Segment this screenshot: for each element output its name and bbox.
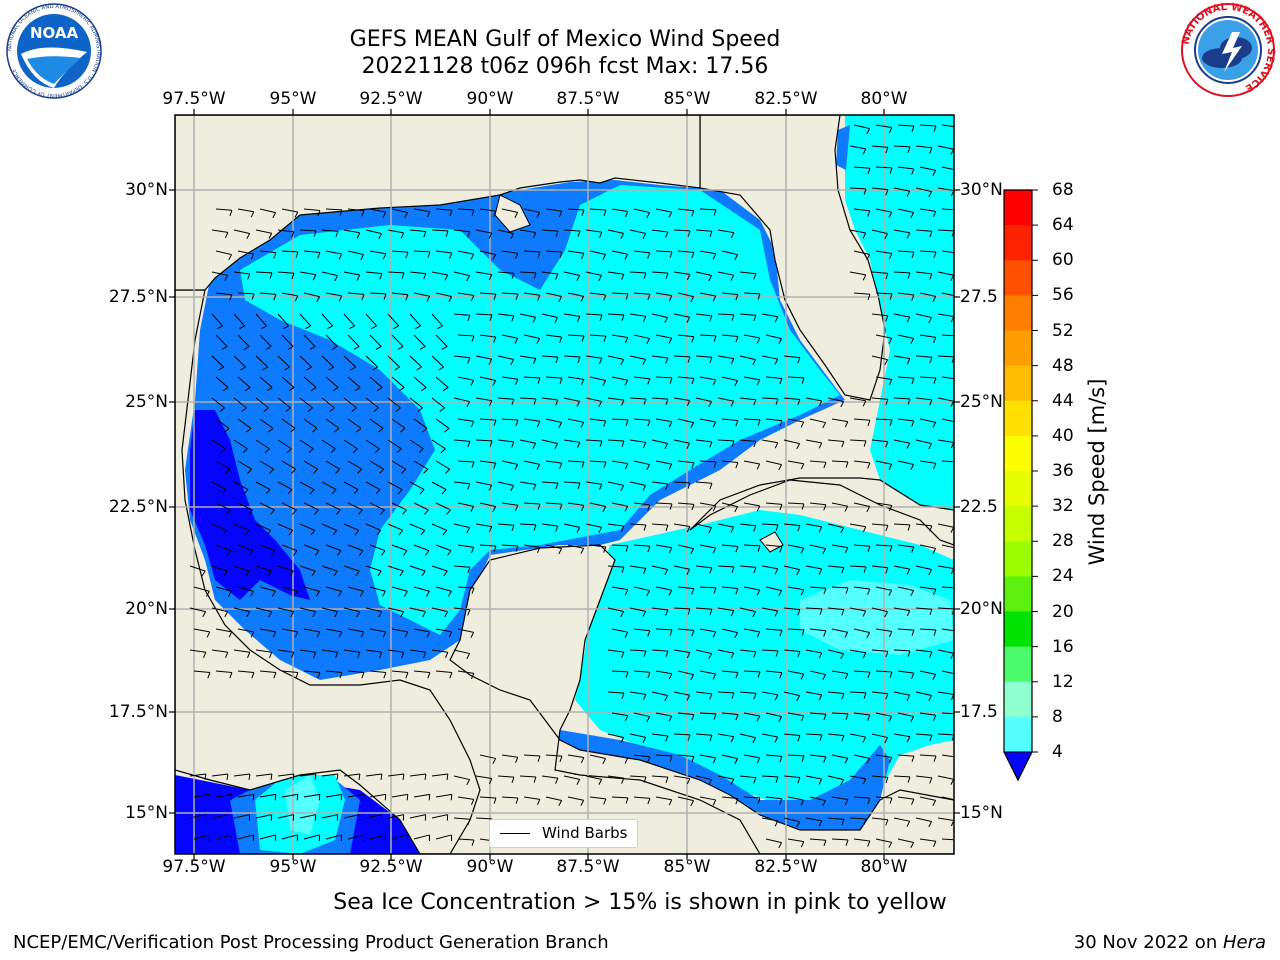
isle-of-youth (759, 531, 784, 553)
footer-date-text: 30 Nov 2022 on (1073, 932, 1223, 953)
us-gulf-land (175, 115, 701, 291)
lon-label-top: 95°W (269, 89, 317, 109)
colorbar-segment (1004, 260, 1032, 296)
colorbar-tick-label: 8 (1052, 706, 1063, 727)
lon-label-top: 82.5°W (754, 89, 818, 109)
lat-label-left: 25°N (125, 392, 168, 412)
lon-label-bottom: 85°W (663, 857, 711, 877)
footer-host: Hera (1222, 932, 1266, 953)
colorbar-segment (1004, 190, 1032, 226)
tick-marks (169, 109, 960, 860)
colorbar-segment (1004, 400, 1032, 437)
yucatan-land (449, 544, 954, 854)
colorbar-tick-label: 12 (1052, 671, 1074, 692)
footer-date: 30 Nov 2022 on Hera (1074, 932, 1266, 953)
colorbar-segment (1004, 365, 1032, 402)
lat-label-right: 15°N (960, 803, 1003, 823)
colorbar-segment (1004, 541, 1032, 577)
colorbar-tick-label: 52 (1052, 320, 1074, 341)
atlantic-edge-4-8 (836, 125, 850, 170)
colorbar-tick-label: 40 (1052, 425, 1074, 446)
colorbar-segment (1004, 435, 1032, 472)
noaa-logo: NOAA NATIONAL OCEANIC AND ATMOSPHERIC AD… (6, 3, 102, 99)
lat-label-right: 22.5 (960, 497, 998, 517)
map-frame (174, 114, 955, 855)
colorbar-tick-label: 48 (1052, 355, 1074, 376)
atlantic-contour-8-12 (845, 115, 954, 510)
lat-label-left: 20°N (125, 599, 168, 619)
lon-label-bottom: 92.5°W (359, 857, 423, 877)
lat-label-right: 30°N (960, 180, 1003, 200)
lon-label-bottom: 90°W (466, 857, 514, 877)
lon-label-top: 97.5°W (162, 89, 226, 109)
colorbar-tick-label: 28 (1052, 531, 1074, 552)
chart-subtitle: 20221128 t06z 096h fcst Max: 17.56 (361, 54, 769, 79)
mexico-land (175, 289, 481, 854)
colorbar (1003, 189, 1038, 782)
lon-label-bottom: 82.5°W (754, 857, 818, 877)
colorbar-extend-arrow (1003, 751, 1033, 782)
lat-label-right: 27.5 (960, 287, 998, 307)
colorbar-tick-label: 16 (1052, 636, 1074, 657)
lon-label-bottom: 87.5°W (556, 857, 620, 877)
florida-land (699, 115, 886, 401)
legend: Wind Barbs (489, 819, 638, 848)
colorbar-segment (1004, 471, 1032, 507)
caribbean-contour-12-16 (800, 580, 954, 655)
colorbar-segment (1004, 506, 1032, 542)
colorbar-tick-label: 56 (1052, 285, 1074, 306)
lon-label-bottom: 97.5°W (162, 857, 226, 877)
colorbar-segment (1004, 295, 1032, 331)
colorbar-tick-label: 32 (1052, 496, 1074, 517)
lat-label-left: 17.5°N (108, 702, 168, 722)
colorbar-segment (1004, 330, 1032, 367)
lon-label-top: 87.5°W (556, 89, 620, 109)
svg-text:NOAA: NOAA (30, 24, 79, 42)
nws-logo: NATIONAL WEATHER SERVICE (1180, 2, 1276, 97)
lon-label-top: 85°W (663, 89, 711, 109)
lon-label-bottom: 95°W (269, 857, 317, 877)
chart-title: GEFS MEAN Gulf of Mexico Wind Speed (349, 27, 781, 52)
lon-label-bottom: 80°W (860, 857, 908, 877)
lat-label-left: 30°N (125, 180, 168, 200)
colorbar-label: Wind Speed [m/s] (1085, 378, 1109, 566)
lon-label-top: 90°W (466, 89, 514, 109)
lat-label-left: 22.5°N (108, 497, 168, 517)
colorbar-segment (1004, 646, 1032, 683)
colorbar-tick-label: 64 (1052, 215, 1074, 236)
lon-label-top: 80°W (860, 89, 908, 109)
lon-label-top: 92.5°W (359, 89, 423, 109)
lat-label-right: 17.5 (960, 702, 998, 722)
colorbar-segment (1004, 225, 1032, 261)
legend-label: Wind Barbs (542, 824, 628, 842)
lat-label-left: 27.5°N (108, 287, 168, 307)
wind-barbs (189, 124, 954, 849)
gulf-contour-0-4 (190, 410, 310, 600)
colorbar-segment (1004, 611, 1032, 648)
map-area (175, 115, 954, 854)
colorbar-tick-label: 4 (1052, 742, 1063, 762)
sea-ice-caption: Sea Ice Concentration > 15% is shown in … (333, 890, 947, 915)
legend-line-swatch (500, 833, 530, 834)
colorbar-tick-label: 36 (1052, 461, 1074, 481)
lat-label-right: 25°N (960, 392, 1003, 412)
colorbar-tick-label: 68 (1052, 180, 1074, 200)
lat-label-right: 20°N (960, 599, 1003, 619)
colorbar-segment (1004, 716, 1032, 753)
colorbar-segment (1004, 576, 1032, 612)
lat-label-left: 15°N (125, 803, 168, 823)
colorbar-segment (1004, 681, 1032, 718)
colorbar-tick-label: 24 (1052, 566, 1074, 587)
colorbar-tick-label: 60 (1052, 250, 1074, 271)
colorbar-tick-label: 44 (1052, 390, 1074, 411)
footer-credit: NCEP/EMC/Verification Post Processing Pr… (13, 932, 609, 953)
colorbar-tick-label: 20 (1052, 601, 1074, 622)
